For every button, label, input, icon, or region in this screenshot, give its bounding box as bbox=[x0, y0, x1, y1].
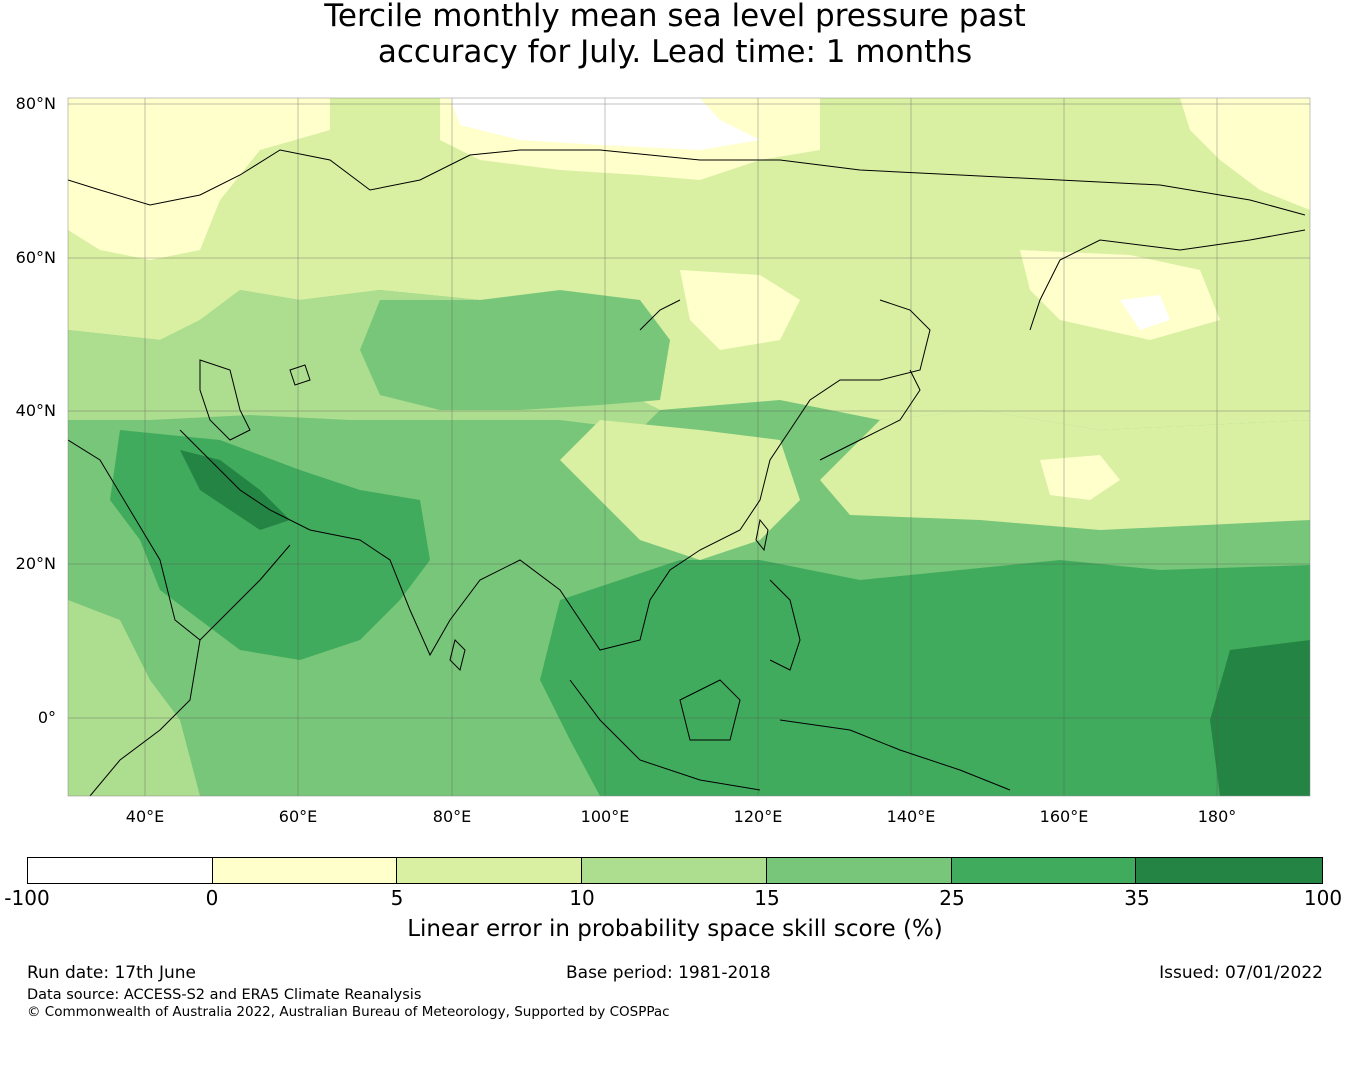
colorbar-label: Linear error in probability space skill … bbox=[407, 916, 943, 942]
colorbar-tick: 10 bbox=[569, 886, 595, 910]
lat-label-0: 0° bbox=[37, 708, 56, 727]
lon-label-140e: 140°E bbox=[886, 807, 936, 826]
lon-label-80e: 80°E bbox=[432, 807, 472, 826]
lat-label-40n: 40°N bbox=[15, 401, 56, 420]
lon-label-40e: 40°E bbox=[125, 807, 165, 826]
lat-label-80n: 80°N bbox=[15, 94, 56, 113]
lon-label-100e: 100°E bbox=[580, 807, 630, 826]
lat-label-20n: 20°N bbox=[15, 554, 56, 573]
colorbar bbox=[27, 857, 1323, 884]
region-10-15 bbox=[68, 600, 200, 796]
colorbar-bin-25-35 bbox=[951, 858, 1137, 883]
data-source: Data source: ACCESS-S2 and ERA5 Climate … bbox=[27, 987, 422, 1003]
lon-label-160e: 160°E bbox=[1039, 807, 1089, 826]
colorbar-bin-0-5 bbox=[212, 858, 398, 883]
lon-label-60e: 60°E bbox=[278, 807, 318, 826]
region-35-100 bbox=[180, 450, 290, 530]
colorbar-bin-15-25 bbox=[766, 858, 952, 883]
colorbar-bin-below-0 bbox=[28, 858, 213, 883]
region-0-5 bbox=[68, 98, 330, 260]
colorbar-bin-5-10 bbox=[397, 858, 583, 883]
issued-date: Issued: 07/01/2022 bbox=[1159, 963, 1323, 983]
lat-label-60n: 60°N bbox=[15, 248, 56, 267]
colorbar-tick: 35 bbox=[1124, 886, 1150, 910]
colorbar-bin-10-15 bbox=[582, 858, 767, 883]
run-date: Run date: 17th June bbox=[27, 963, 196, 983]
region-below-0 bbox=[1120, 295, 1170, 330]
colorbar-tick: 25 bbox=[939, 886, 965, 910]
skill-score-map bbox=[67, 97, 1311, 797]
region-0-5 bbox=[1040, 455, 1120, 500]
colorbar-tick: 5 bbox=[390, 886, 404, 910]
graticule bbox=[68, 98, 1310, 796]
colorbar-tick: -100 bbox=[4, 886, 50, 910]
base-period: Base period: 1981-2018 bbox=[566, 963, 771, 983]
region-0-5 bbox=[680, 270, 800, 350]
lon-label-120e: 120°E bbox=[733, 807, 783, 826]
colorbar-tick: 0 bbox=[205, 886, 219, 910]
region-25-35 bbox=[110, 430, 430, 660]
region-0-5 bbox=[1180, 98, 1310, 210]
map-frame bbox=[67, 97, 1311, 797]
lon-label-180: 180° bbox=[1197, 807, 1237, 826]
skill-regions bbox=[68, 98, 1310, 796]
region-15-25 bbox=[360, 290, 670, 410]
colorbar-tick: 100 bbox=[1303, 886, 1343, 910]
region-5-10 bbox=[68, 98, 1310, 430]
region-0-5 bbox=[1020, 250, 1220, 340]
colorbar-tick: 15 bbox=[754, 886, 780, 910]
coastlines bbox=[68, 149, 1306, 796]
region-25-35 bbox=[540, 560, 1310, 796]
region-5-10 bbox=[560, 420, 800, 560]
colorbar-bin-35-100 bbox=[1136, 858, 1323, 883]
map-title-line-1: Tercile monthly mean sea level pressure … bbox=[324, 0, 1026, 34]
copyright: © Commonwealth of Australia 2022, Austra… bbox=[27, 1004, 670, 1020]
map-title-line-2: accuracy for July. Lead time: 1 months bbox=[377, 34, 973, 70]
